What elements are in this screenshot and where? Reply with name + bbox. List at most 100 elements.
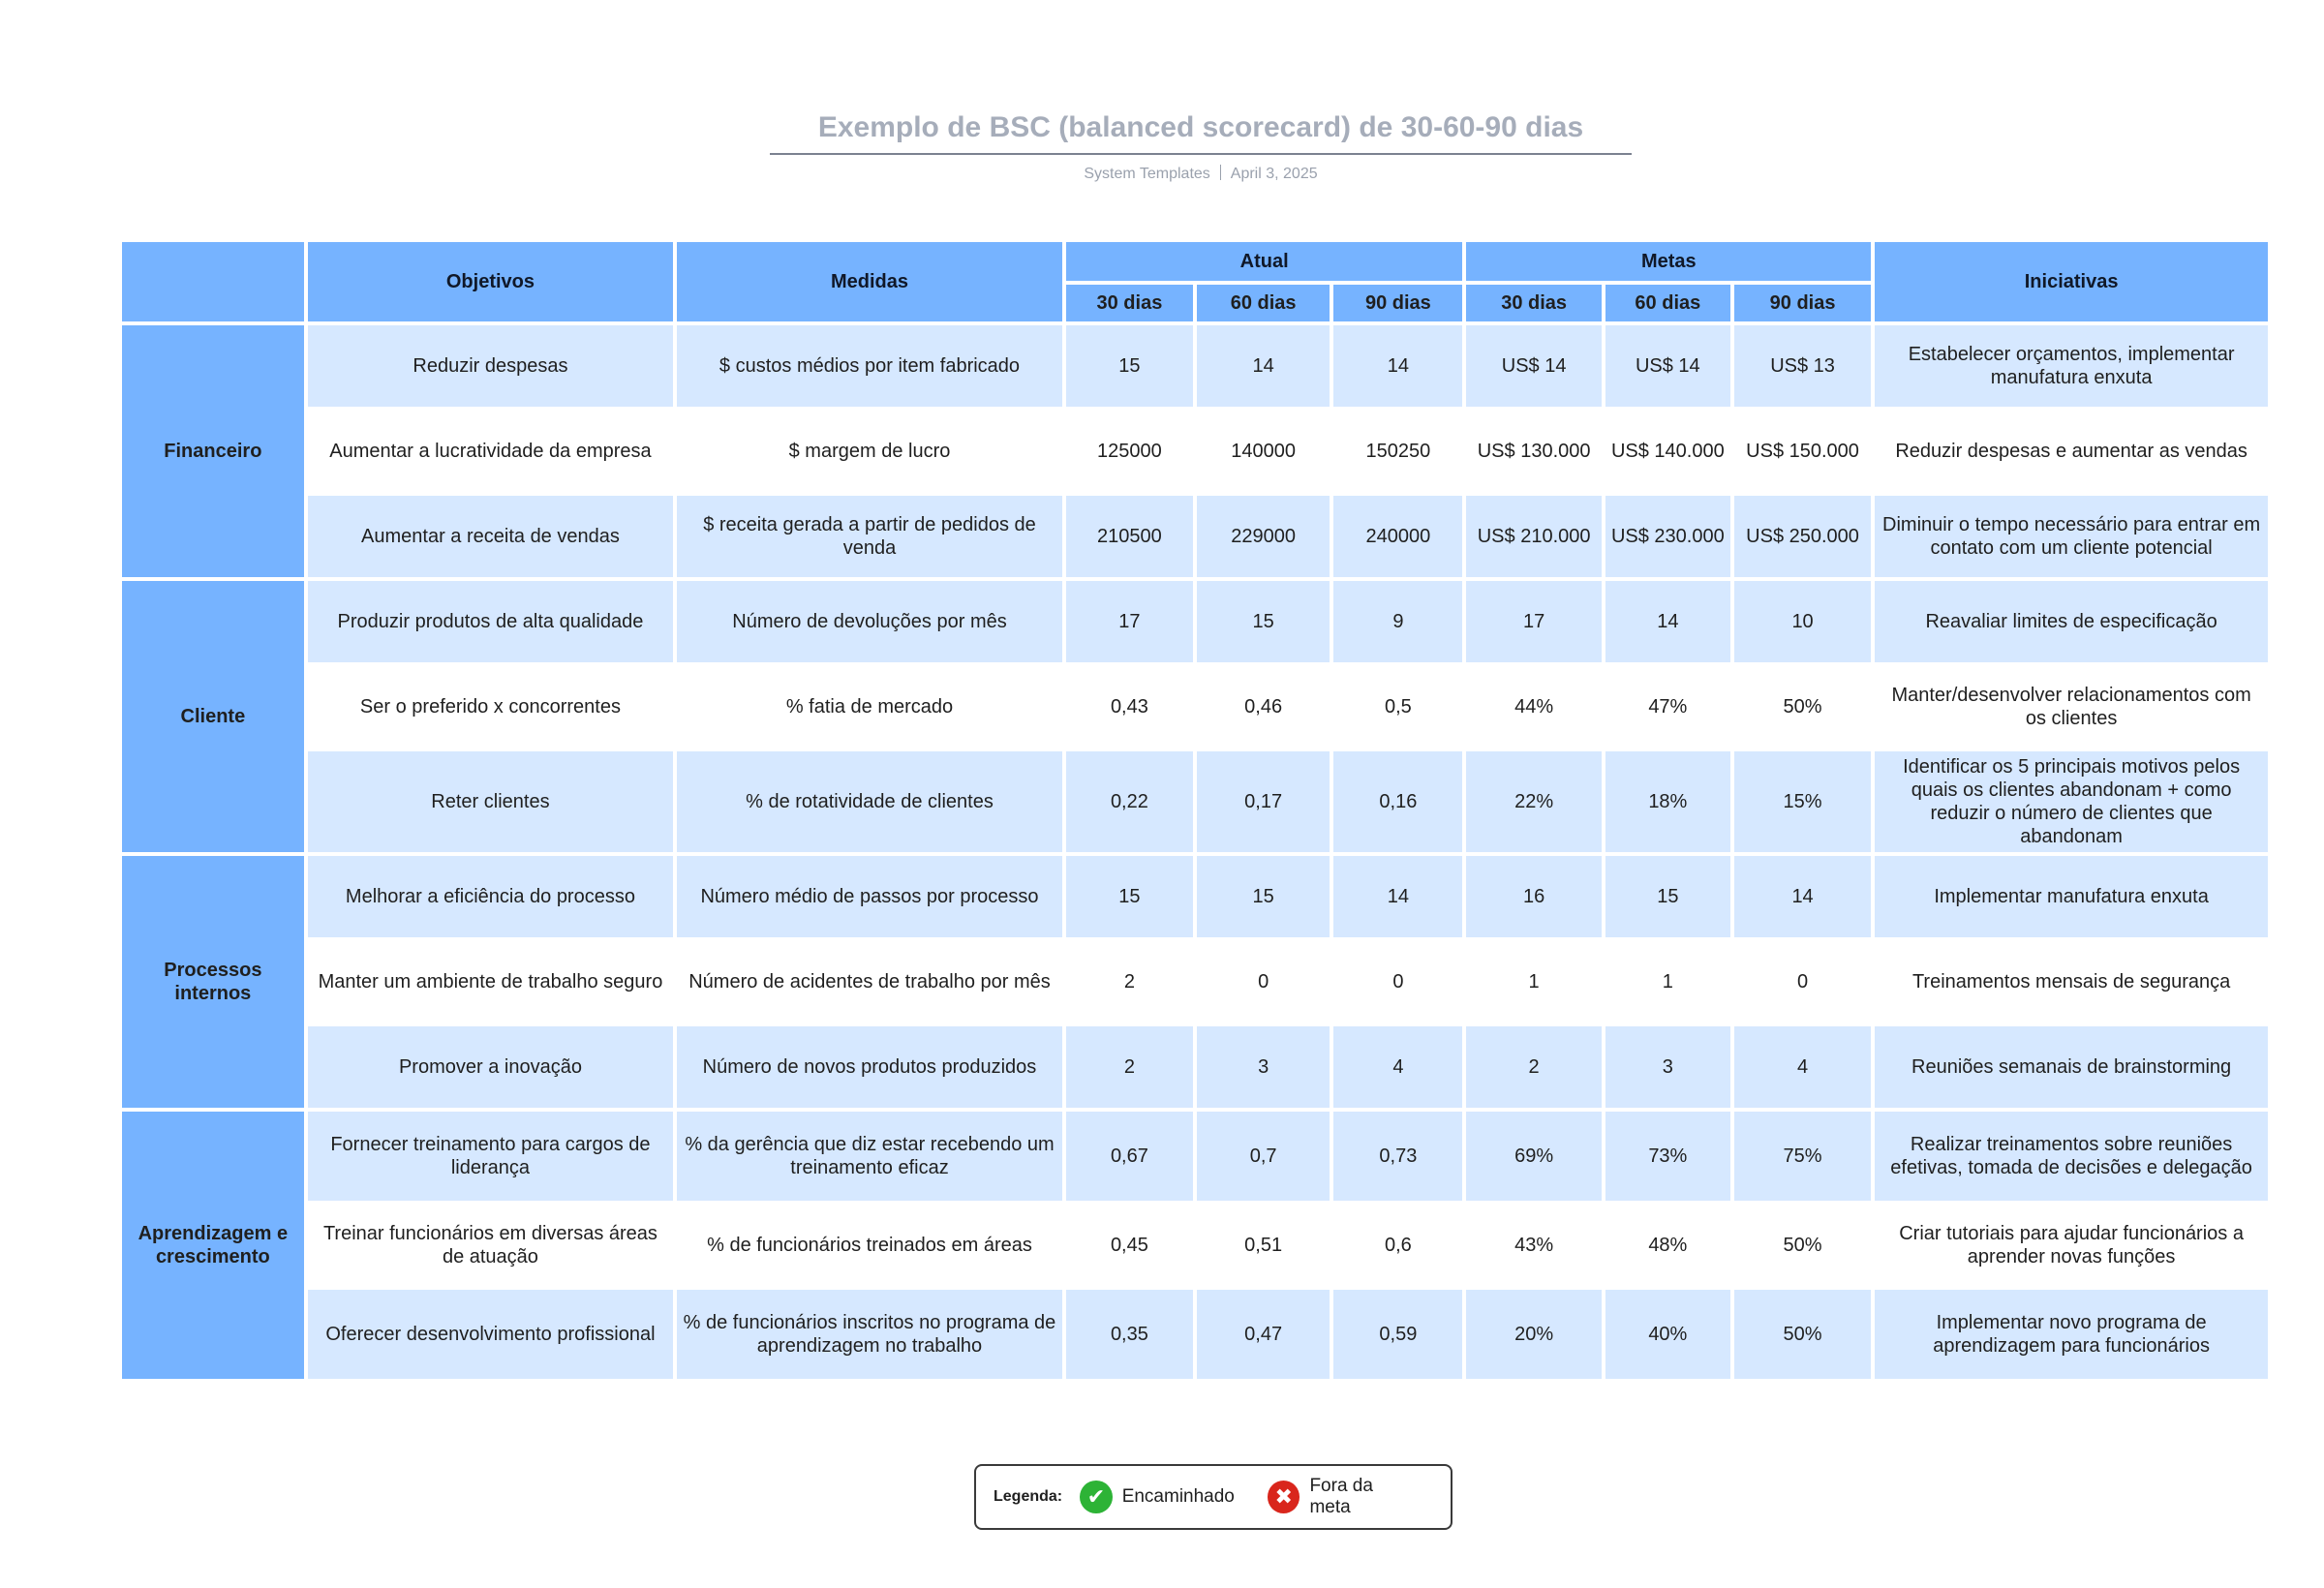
actual-90-cell: 150250: [1333, 411, 1463, 492]
actual-90-cell: 0,5: [1333, 666, 1463, 748]
target-30-cell: 20%: [1466, 1290, 1602, 1379]
actual-60-cell: 0,47: [1197, 1290, 1330, 1379]
measure-cell: $ margem de lucro: [677, 411, 1062, 492]
target-30-cell: 69%: [1466, 1112, 1602, 1201]
target-30-cell: 44%: [1466, 666, 1602, 748]
meta-divider: [1219, 165, 1221, 180]
legend-item-on-track: Encaminhado: [1121, 1486, 1235, 1507]
target-90-cell: US$ 150.000: [1733, 411, 1872, 492]
table-row: Treinar funcionários em diversas áreas d…: [122, 1205, 2268, 1286]
header-atual: Atual: [1065, 242, 1463, 281]
actual-60-cell: 15: [1197, 856, 1330, 937]
target-90-cell: 75%: [1733, 1112, 1872, 1201]
actual-30-cell: 0,45: [1065, 1205, 1194, 1286]
target-90-cell: 4: [1733, 1026, 1872, 1108]
header-atual-60: 60 dias: [1197, 285, 1330, 321]
measure-cell: % fatia de mercado: [677, 666, 1062, 748]
target-30-cell: 22%: [1466, 751, 1602, 852]
table-row: Manter um ambiente de trabalho seguro Núm…: [122, 941, 2268, 1023]
header-iniciativas: Iniciativas: [1875, 242, 2268, 321]
perspective-label: Financeiro: [122, 325, 304, 577]
initiative-cell: Diminuir o tempo necessário para entrar …: [1875, 496, 2268, 577]
check-circle-icon: ✔: [1080, 1481, 1113, 1513]
actual-30-cell: 17: [1065, 581, 1194, 662]
legend-label: Legenda:: [994, 1488, 1063, 1505]
page-header: Exemplo de BSC (balanced scorecard) de 3…: [770, 108, 1632, 183]
target-90-cell: US$ 250.000: [1733, 496, 1872, 577]
actual-30-cell: 0,22: [1065, 751, 1194, 852]
actual-30-cell: 0,67: [1065, 1112, 1194, 1201]
actual-30-cell: 210500: [1065, 496, 1194, 577]
target-30-cell: 17: [1466, 581, 1602, 662]
objective-cell: Aumentar a lucratividade da empresa: [307, 411, 674, 492]
target-30-cell: 16: [1466, 856, 1602, 937]
target-60-cell: 47%: [1605, 666, 1730, 748]
perspective-label: Cliente: [122, 581, 304, 852]
target-90-cell: 50%: [1733, 1290, 1872, 1379]
legend-item-off-target: Fora da meta: [1309, 1476, 1373, 1517]
target-30-cell: US$ 130.000: [1466, 411, 1602, 492]
initiative-cell: Reuniões semanais de brainstorming: [1875, 1026, 2268, 1108]
initiative-cell: Implementar novo programa de aprendizage…: [1875, 1290, 2268, 1379]
header-metas-60: 60 dias: [1605, 285, 1730, 321]
actual-60-cell: 0,17: [1197, 751, 1330, 852]
measure-cell: % da gerência que diz estar recebendo um…: [677, 1112, 1062, 1201]
target-60-cell: 1: [1605, 941, 1730, 1023]
actual-90-cell: 0,59: [1333, 1290, 1463, 1379]
measure-cell: % de rotatividade de clientes: [677, 751, 1062, 852]
objective-cell: Manter um ambiente de trabalho seguro: [307, 941, 674, 1023]
target-30-cell: US$ 14: [1466, 325, 1602, 407]
target-90-cell: 14: [1733, 856, 1872, 937]
header-perspective: [122, 242, 304, 321]
objective-cell: Oferecer desenvolvimento profissional: [307, 1290, 674, 1379]
table-row: Ser o preferido x concorrentes% fatia de…: [122, 666, 2268, 748]
actual-60-cell: 0,7: [1197, 1112, 1330, 1201]
initiative-cell: Treinamentos mensais de segurança: [1875, 941, 2268, 1023]
perspective-label: Aprendizagem e crescimento: [122, 1112, 304, 1379]
target-60-cell: 15: [1605, 856, 1730, 937]
initiative-cell: Reduzir despesas e aumentar as vendas: [1875, 411, 2268, 492]
objective-cell: Reter clientes: [307, 751, 674, 852]
actual-90-cell: 14: [1333, 856, 1463, 937]
actual-90-cell: 14: [1333, 325, 1463, 407]
target-60-cell: 40%: [1605, 1290, 1730, 1379]
actual-90-cell: 0,73: [1333, 1112, 1463, 1201]
actual-30-cell: 2: [1065, 1026, 1194, 1108]
actual-30-cell: 0,35: [1065, 1290, 1194, 1379]
page-meta: System Templates April 3, 2025: [770, 165, 1632, 183]
actual-30-cell: 125000: [1065, 411, 1194, 492]
table-row: Reter clientes% de rotatividade de clien…: [122, 751, 2268, 852]
actual-90-cell: 0,6: [1333, 1205, 1463, 1286]
template-source: System Templates: [1084, 166, 1210, 182]
target-60-cell: 18%: [1605, 751, 1730, 852]
target-60-cell: US$ 140.000: [1605, 411, 1730, 492]
target-90-cell: 0: [1733, 941, 1872, 1023]
measure-cell: Número de devoluções por mês: [677, 581, 1062, 662]
header-atual-90: 90 dias: [1333, 285, 1463, 321]
target-90-cell: 15%: [1733, 751, 1872, 852]
target-90-cell: 50%: [1733, 1205, 1872, 1286]
target-60-cell: 48%: [1605, 1205, 1730, 1286]
initiative-cell: Criar tutoriais para ajudar funcionários…: [1875, 1205, 2268, 1286]
actual-60-cell: 0,51: [1197, 1205, 1330, 1286]
target-60-cell: US$ 14: [1605, 325, 1730, 407]
actual-90-cell: 0,16: [1333, 751, 1463, 852]
initiative-cell: Manter/desenvolver relacionamentos com o…: [1875, 666, 2268, 748]
initiative-cell: Estabelecer orçamentos, implementar manu…: [1875, 325, 2268, 407]
table-row: Oferecer desenvolvimento profissional% d…: [122, 1290, 2268, 1379]
actual-90-cell: 4: [1333, 1026, 1463, 1108]
actual-60-cell: 15: [1197, 581, 1330, 662]
header-objetivos: Objetivos: [307, 242, 674, 321]
actual-60-cell: 14: [1197, 325, 1330, 407]
measure-cell: Número médio de passos por processo: [677, 856, 1062, 937]
actual-60-cell: 229000: [1197, 496, 1330, 577]
target-60-cell: 73%: [1605, 1112, 1730, 1201]
legend: Legenda: ✔ Encaminhado ✖ Fora da meta: [974, 1464, 1452, 1530]
initiative-cell: Realizar treinamentos sobre reuniões efe…: [1875, 1112, 2268, 1201]
table-row: Processos internos Melhorar a eficiência …: [122, 856, 2268, 1108]
actual-30-cell: 0,43: [1065, 666, 1194, 748]
header-atual-30: 30 dias: [1065, 285, 1194, 321]
target-30-cell: 1: [1466, 941, 1602, 1023]
actual-60-cell: 140000: [1197, 411, 1330, 492]
perspective-label: Processos internos: [122, 856, 304, 1108]
